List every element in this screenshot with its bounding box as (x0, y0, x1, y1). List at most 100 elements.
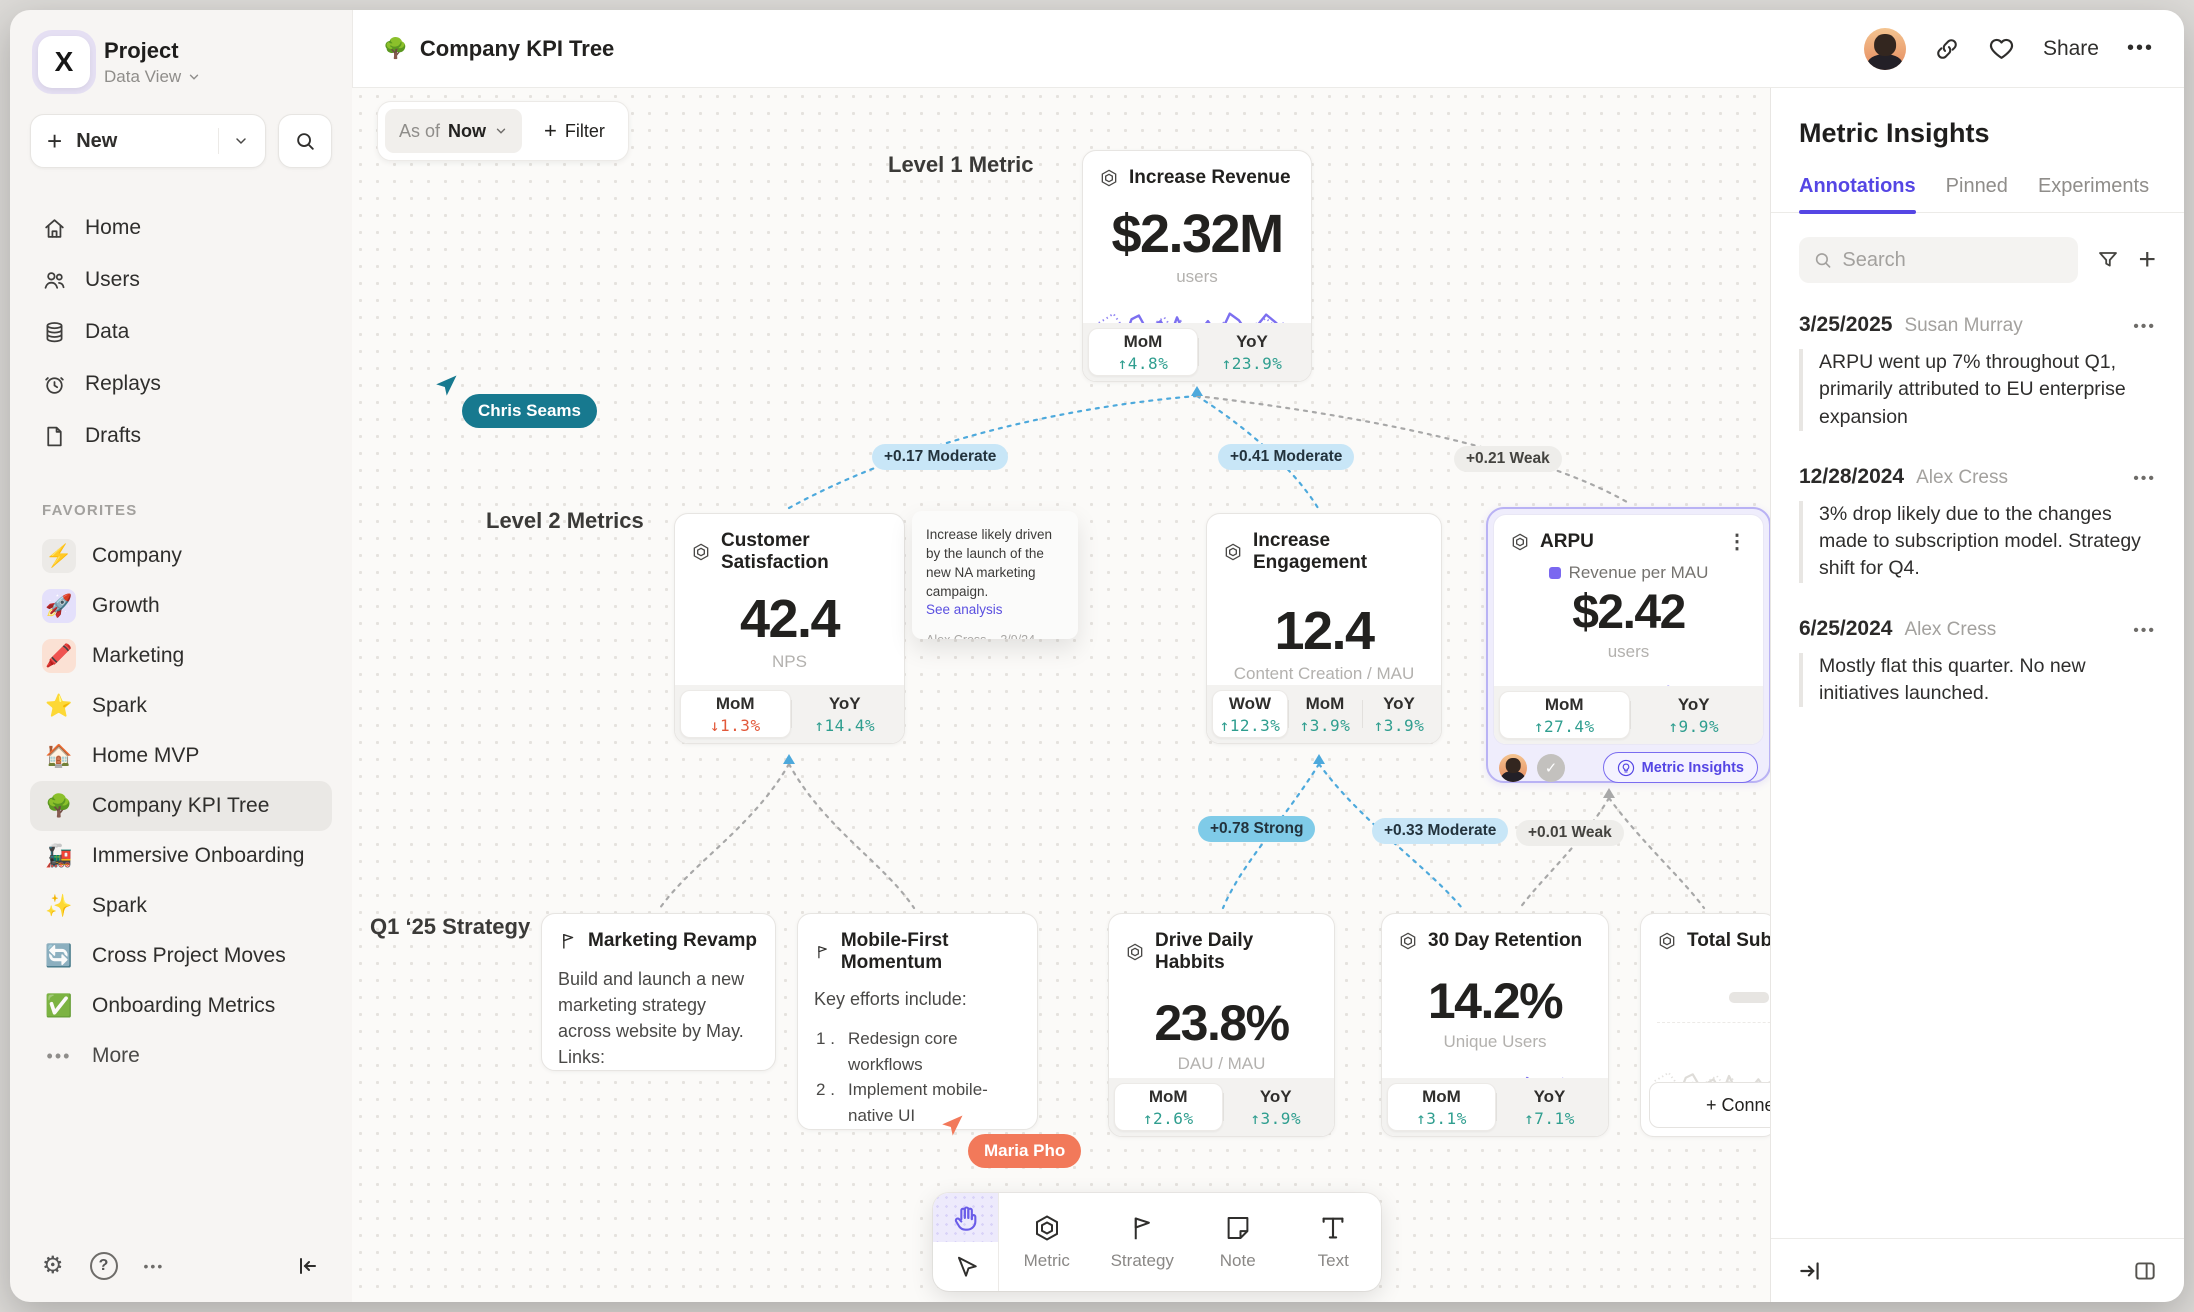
new-button[interactable]: + New (30, 114, 266, 168)
text-tool[interactable]: Text (1286, 1193, 1382, 1291)
favorite-item-company[interactable]: ⚡ Company (30, 531, 332, 581)
edge-label-subscriptions[interactable]: +0.01 Weak (1516, 820, 1624, 846)
select-cursor-tool[interactable] (933, 1242, 998, 1291)
help-icon[interactable]: ? (89, 1251, 118, 1280)
rocket-icon: 🚀 (42, 589, 76, 623)
annotation-menu-icon[interactable]: ••• (2133, 621, 2156, 639)
favorite-item-marketing[interactable]: 🖍️ Marketing (30, 631, 332, 681)
metric-value: 14.2% (1427, 973, 1564, 1029)
metric-unit: NPS (772, 652, 807, 671)
sidebar-item-users[interactable]: Users (30, 254, 332, 306)
split-view-icon[interactable] (2132, 1258, 2158, 1284)
edge-label-engagement[interactable]: +0.41 Moderate (1218, 444, 1355, 470)
pan-hand-tool[interactable] (933, 1193, 998, 1242)
metric-tool[interactable]: Metric (999, 1193, 1095, 1291)
text-icon (1322, 1217, 1344, 1239)
tree-icon: 🌳 (45, 793, 73, 818)
ellipsis-icon: ••• (46, 1045, 72, 1066)
metric-card-increase-revenue[interactable]: Increase Revenue $2.32M users MoM ↑4.8% Y… (1082, 150, 1312, 382)
level-2-label: Level 2 Metrics (486, 508, 644, 533)
settings-gear-icon[interactable]: ⚙ (42, 1252, 64, 1279)
metric-card-total-subscriptions[interactable]: Total Subscript + Connec (1640, 913, 1770, 1137)
metric-value: 23.8% (1154, 995, 1290, 1051)
placeholder-bars (1729, 992, 1770, 1003)
favorite-item-immersive-onboarding[interactable]: 🚂 Immersive Onboarding (30, 831, 332, 881)
see-analysis-link[interactable]: See analysis (926, 601, 1003, 617)
edge-label-arpu[interactable]: +0.21 Weak (1454, 446, 1562, 472)
add-annotation-icon[interactable]: + (2138, 243, 2156, 276)
more-options-icon[interactable]: ••• (143, 1257, 165, 1274)
strategy-tool[interactable]: Strategy (1095, 1193, 1191, 1291)
collapse-panel-icon[interactable] (1797, 1258, 1823, 1284)
metric-unit: users (1607, 642, 1650, 661)
arrows-cycle-icon: 🔄 (45, 943, 73, 968)
note-tool[interactable]: Note (1190, 1193, 1286, 1291)
share-button[interactable]: Share (2042, 36, 2099, 60)
chevron-down-icon[interactable] (233, 133, 249, 149)
sparkles-icon: ✨ (45, 893, 73, 918)
search-input[interactable] (1842, 248, 2065, 272)
tab-pinned[interactable]: Pinned (1945, 175, 2008, 197)
favorite-item-spark[interactable]: ⭐ Spark (30, 681, 332, 731)
annotation-item[interactable]: 12/28/2024 Alex Cress ••• 3% drop likely… (1799, 465, 2156, 583)
search-button[interactable] (278, 114, 332, 168)
edge-label-retention[interactable]: +0.33 Moderate (1372, 818, 1509, 844)
kpi-tree-canvas[interactable]: As of Now + Filter Level 1 Metric Level … (352, 88, 1770, 1302)
cursor-arrow-icon (957, 1256, 977, 1277)
sidebar-item-home[interactable]: Home (30, 202, 332, 254)
cursor-pointer-icon (436, 375, 457, 396)
metric-hexagon-icon (1400, 932, 1416, 950)
stat-yoy: YoY ↑3.9% (1362, 690, 1436, 738)
add-filter-button[interactable]: + Filter (544, 118, 605, 143)
metric-value: 42.4 (739, 589, 841, 649)
metric-card-drive-daily-habbits[interactable]: Drive Daily Habbits 23.8% DAU / MAU MoM ↑… (1108, 913, 1335, 1137)
sidebar-item-data[interactable]: Data (30, 306, 332, 358)
asof-dropdown[interactable]: As of Now (385, 109, 523, 153)
favorite-item-company-kpi-tree[interactable]: 🌳 Company KPI Tree (30, 781, 332, 831)
card-menu-icon[interactable]: ⋮ (1727, 531, 1747, 553)
metric-card-customer-satisfaction[interactable]: Customer Satisfaction 42.4 NPS MoM ↓1.3% … (674, 513, 905, 744)
board-title: 🌳 Company KPI Tree (383, 35, 615, 61)
favorite-item-home-mvp[interactable]: 🏠 Home MVP (30, 731, 332, 781)
annotations-search[interactable] (1799, 237, 2079, 283)
panel-title: Metric Insights (1799, 118, 1990, 148)
metric-insights-panel: Metric Insights Annotations Pinned Exper… (1770, 88, 2184, 1302)
user-avatar[interactable] (1863, 27, 1906, 70)
sidebar-item-replays[interactable]: Replays (30, 358, 332, 410)
favorites-more-button[interactable]: ••• More (30, 1031, 332, 1081)
favorite-item-cross-project-moves[interactable]: 🔄 Cross Project Moves (30, 931, 332, 981)
metric-card-30-day-retention[interactable]: 30 Day Retention 14.2% Unique Users MoM ↑… (1381, 913, 1609, 1137)
metric-hexagon-icon (1101, 169, 1117, 187)
project-subtitle[interactable]: Data View (104, 67, 201, 87)
metric-insights-button[interactable]: Metric Insights (1602, 752, 1758, 783)
tab-annotations[interactable]: Annotations (1799, 175, 1916, 214)
metric-unit: DAU / MAU (1177, 1054, 1266, 1073)
strategy-card-mobile-first-momentum[interactable]: Mobile-First Momentum Key efforts includ… (797, 913, 1038, 1130)
metric-card-arpu-selected[interactable]: ARPU ⋮ Revenue per MAU $2.42 users MoM ↑2… (1486, 507, 1770, 783)
annotation-note-card[interactable]: Increase likely driven by the launch of … (912, 511, 1078, 639)
copy-link-icon[interactable] (1934, 36, 1960, 62)
more-menu-icon[interactable]: ••• (2126, 37, 2154, 59)
annotation-menu-icon[interactable]: ••• (2133, 318, 2156, 335)
connect-metric-button[interactable]: + Connec (1649, 1082, 1770, 1128)
filter-funnel-icon[interactable] (2096, 248, 2120, 272)
annotation-item[interactable]: 6/25/2024 Alex Cress ••• Mostly flat thi… (1799, 617, 2156, 708)
panel-footer (1771, 1238, 2184, 1302)
metric-hexagon-icon (693, 543, 709, 561)
edge-label-habits[interactable]: +0.78 Strong (1198, 816, 1316, 842)
strategy-card-marketing-revamp[interactable]: Marketing Revamp Build and launch a new … (541, 913, 776, 1071)
tab-experiments[interactable]: Experiments (2037, 175, 2150, 197)
favorite-item-spark-2[interactable]: ✨ Spark (30, 881, 332, 931)
collapse-sidebar-icon[interactable] (296, 1254, 320, 1278)
metric-card-increase-engagement[interactable]: Increase Engagement 12.4 Content Creatio… (1206, 513, 1442, 744)
annotation-menu-icon[interactable]: ••• (2133, 469, 2156, 487)
favorite-item-growth[interactable]: 🚀 Growth (30, 581, 332, 631)
favorite-heart-icon[interactable] (1988, 35, 2015, 62)
lightning-icon: ⚡ (42, 539, 76, 573)
annotation-item[interactable]: 3/25/2025 Susan Murray ••• ARPU went up … (1799, 313, 2156, 431)
favorite-item-onboarding-metrics[interactable]: ✅ Onboarding Metrics (30, 981, 332, 1031)
cursor-pointer-icon (942, 1115, 963, 1136)
project-switcher[interactable]: X Project Data View (30, 36, 332, 88)
sidebar-item-drafts[interactable]: Drafts (30, 410, 332, 462)
edge-label-csat[interactable]: +0.17 Moderate (872, 444, 1009, 470)
